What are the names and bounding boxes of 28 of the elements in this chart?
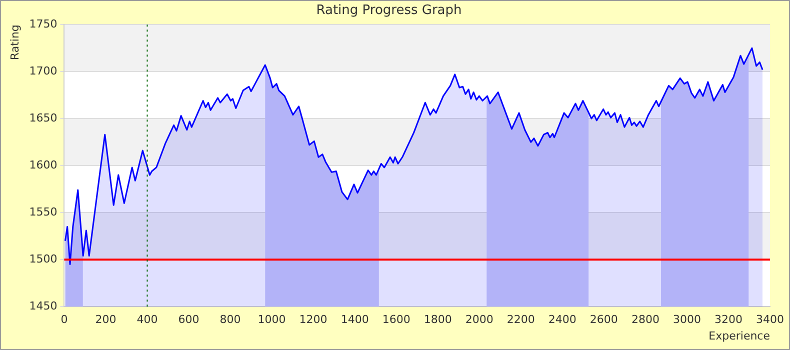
x-tick-label: 1400 — [340, 313, 369, 326]
x-tick-label: 2600 — [590, 313, 618, 326]
x-tick-label: 3400 — [756, 313, 784, 326]
y-tick-label: 1700 — [29, 64, 58, 78]
x-tick-label: 200 — [95, 313, 116, 326]
y-tick-label: 1650 — [29, 111, 58, 124]
x-tick-label: 2800 — [631, 313, 660, 326]
chart-title: Rating Progress Graph — [316, 3, 462, 18]
x-tick-label: 1000 — [258, 313, 286, 326]
x-tick-label: 3200 — [714, 313, 742, 326]
x-tick-label: 400 — [136, 313, 158, 326]
y-tick-label: 1500 — [29, 252, 58, 266]
x-tick-label: 0 — [60, 313, 68, 326]
x-tick-label: 1800 — [424, 313, 452, 326]
x-tick-label: 600 — [178, 313, 200, 326]
x-tick-label: 1200 — [299, 313, 328, 326]
y-axis-title: Rating — [8, 24, 22, 60]
x-tick-label: 2000 — [465, 313, 494, 326]
x-tick-label: 1600 — [382, 313, 410, 326]
y-tick-label: 1550 — [29, 205, 58, 218]
y-tick-label: 1750 — [29, 17, 58, 30]
x-tick-label: 2400 — [548, 313, 576, 326]
y-tick-label: 1450 — [29, 299, 58, 312]
x-axis-title: Experience — [708, 329, 770, 342]
x-tick-label: 2200 — [506, 313, 535, 326]
y-tick-label: 1600 — [29, 158, 58, 172]
x-tick-label: 800 — [220, 313, 241, 326]
x-tick-label: 3000 — [672, 313, 701, 326]
